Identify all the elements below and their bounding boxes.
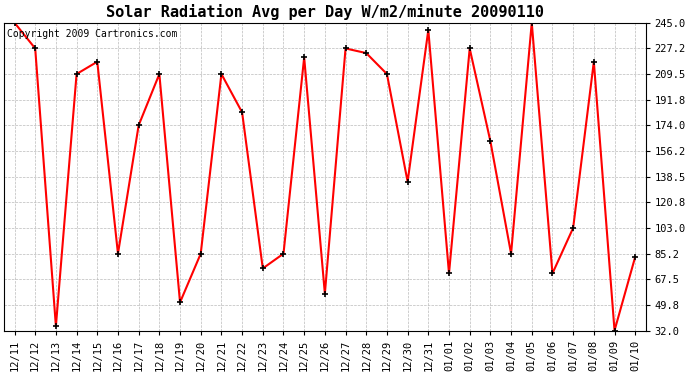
Text: Copyright 2009 Cartronics.com: Copyright 2009 Cartronics.com [8, 29, 178, 39]
Title: Solar Radiation Avg per Day W/m2/minute 20090110: Solar Radiation Avg per Day W/m2/minute … [106, 4, 544, 20]
